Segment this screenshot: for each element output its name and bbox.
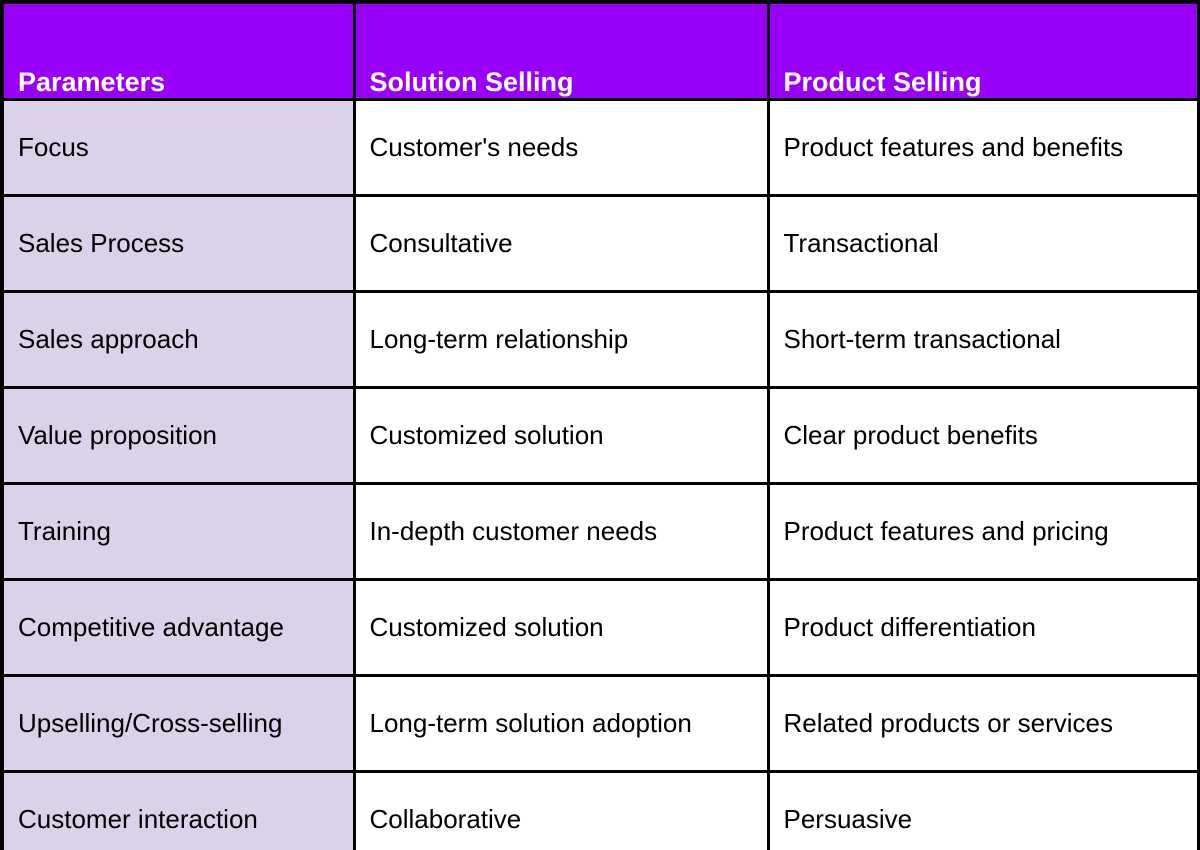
param-cell: Focus bbox=[0, 98, 356, 197]
solution-cell: Long-term relationship bbox=[352, 290, 770, 389]
solution-cell: In-depth customer needs bbox=[352, 482, 770, 581]
table-row: Focus Customer's needs Product features … bbox=[0, 98, 1200, 197]
table-row: Upselling/Cross-selling Long-term soluti… bbox=[0, 674, 1200, 773]
table-row: Sales Process Consultative Transactional bbox=[0, 194, 1200, 293]
header-cell-parameters: Parameters bbox=[0, 0, 356, 101]
param-cell: Sales approach bbox=[0, 290, 356, 389]
header-cell-product-selling: Product Selling bbox=[766, 0, 1200, 101]
product-cell: Product features and pricing bbox=[766, 482, 1200, 581]
table-body: Focus Customer's needs Product features … bbox=[0, 98, 1200, 850]
solution-cell: Customer's needs bbox=[352, 98, 770, 197]
table-header: Parameters Solution Selling Product Sell… bbox=[0, 0, 1200, 101]
solution-cell: Consultative bbox=[352, 194, 770, 293]
product-cell: Persuasive bbox=[766, 770, 1200, 850]
param-cell: Sales Process bbox=[0, 194, 356, 293]
header-row: Parameters Solution Selling Product Sell… bbox=[0, 0, 1200, 101]
table-row: Value proposition Customized solution Cl… bbox=[0, 386, 1200, 485]
solution-cell: Long-term solution adoption bbox=[352, 674, 770, 773]
param-cell: Customer interaction bbox=[0, 770, 356, 850]
product-cell: Related products or services bbox=[766, 674, 1200, 773]
product-cell: Transactional bbox=[766, 194, 1200, 293]
product-cell: Clear product benefits bbox=[766, 386, 1200, 485]
solution-cell: Customized solution bbox=[352, 578, 770, 677]
solution-cell: Customized solution bbox=[352, 386, 770, 485]
solution-cell: Collaborative bbox=[352, 770, 770, 850]
table-row: Sales approach Long-term relationship Sh… bbox=[0, 290, 1200, 389]
param-cell: Value proposition bbox=[0, 386, 356, 485]
param-cell: Training bbox=[0, 482, 356, 581]
param-cell: Competitive advantage bbox=[0, 578, 356, 677]
param-cell: Upselling/Cross-selling bbox=[0, 674, 356, 773]
table-row: Customer interaction Collaborative Persu… bbox=[0, 770, 1200, 850]
product-cell: Product features and benefits bbox=[766, 98, 1200, 197]
table-row: Training In-depth customer needs Product… bbox=[0, 482, 1200, 581]
product-cell: Product differentiation bbox=[766, 578, 1200, 677]
product-cell: Short-term transactional bbox=[766, 290, 1200, 389]
table-row: Competitive advantage Customized solutio… bbox=[0, 578, 1200, 677]
header-cell-solution-selling: Solution Selling bbox=[352, 0, 770, 101]
